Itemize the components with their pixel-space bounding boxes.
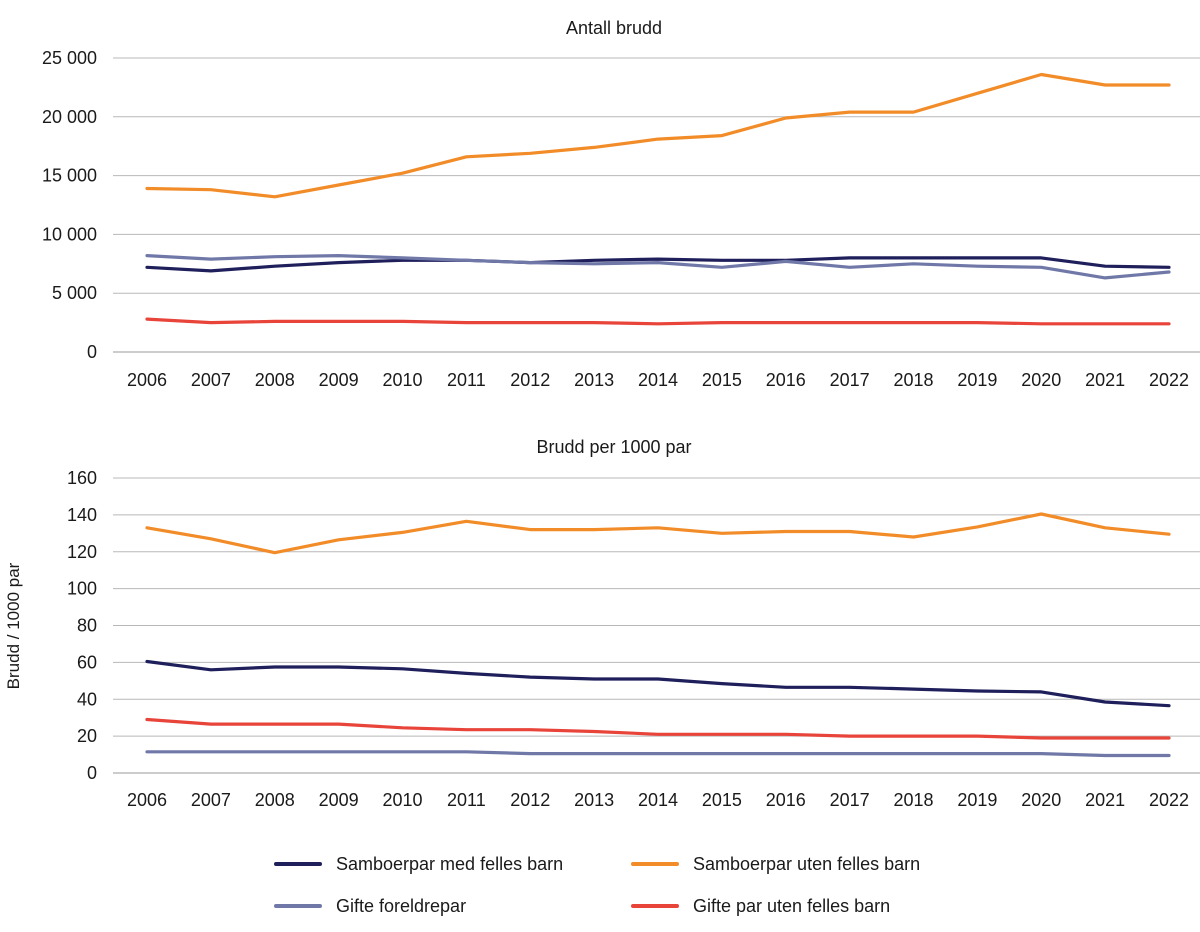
x-tick-label: 2017 <box>830 370 870 390</box>
y-tick-label: 140 <box>67 505 97 525</box>
y-axis-label: Brudd / 1000 par <box>4 562 23 689</box>
x-tick-label: 2006 <box>127 370 167 390</box>
y-tick-label: 0 <box>87 763 97 783</box>
x-tick-label: 2013 <box>574 370 614 390</box>
x-tick-label: 2017 <box>830 790 870 810</box>
x-tick-label: 2016 <box>766 370 806 390</box>
y-tick-label: 100 <box>67 579 97 599</box>
series-line-samboerpar-uten-felles-barn <box>145 512 1171 555</box>
x-tick-label: 2007 <box>191 790 231 810</box>
y-tick-label: 15 000 <box>42 166 97 186</box>
x-tick-label: 2010 <box>382 370 422 390</box>
x-tick-label: 2012 <box>510 370 550 390</box>
y-tick-label: 80 <box>77 616 97 636</box>
x-tick-label: 2018 <box>893 370 933 390</box>
x-tick-label: 2007 <box>191 370 231 390</box>
x-tick-label: 2022 <box>1149 370 1189 390</box>
y-tick-label: 160 <box>67 468 97 488</box>
y-tick-label: 20 <box>77 726 97 746</box>
x-tick-label: 2016 <box>766 790 806 810</box>
legend-label: Samboerpar med felles barn <box>336 854 563 874</box>
x-tick-label: 2021 <box>1085 790 1125 810</box>
x-tick-label: 2008 <box>255 790 295 810</box>
x-tick-label: 2018 <box>893 790 933 810</box>
x-tick-label: 2015 <box>702 370 742 390</box>
x-tick-label: 2012 <box>510 790 550 810</box>
legend-item: Samboerpar uten felles barn <box>631 854 920 874</box>
x-tick-label: 2010 <box>382 790 422 810</box>
y-tick-label: 40 <box>77 689 97 709</box>
panel-antall-brudd: Antall brudd 0 5 000 10 000 15 000 20 000 25 … <box>42 18 1200 390</box>
y-tick-label: 0 <box>87 342 97 362</box>
chart-title: Antall brudd <box>566 18 662 38</box>
x-tick-label: 2015 <box>702 790 742 810</box>
panel-brudd-per-1000-par: Brudd per 1000 par Brudd / 1000 par 0 20 4… <box>4 437 1200 810</box>
y-tick-label: 20 000 <box>42 107 97 127</box>
legend: Samboerpar med felles barn Samboerpar ute… <box>274 854 920 916</box>
series-line-samboerpar-med-felles-barn <box>145 256 1171 273</box>
series-line-gifte-par-uten-felles-barn <box>145 717 1171 740</box>
y-tick-label: 25 000 <box>42 48 97 68</box>
x-tick-label: 2011 <box>447 790 486 810</box>
x-tick-label: 2020 <box>1021 790 1061 810</box>
x-tick-label: 2009 <box>319 370 359 390</box>
x-tick-label: 2019 <box>957 370 997 390</box>
y-tick-label: 5 000 <box>52 283 97 303</box>
x-tick-label: 2014 <box>638 370 678 390</box>
legend-item: Gifte par uten felles barn <box>631 896 890 916</box>
x-tick-label: 2019 <box>957 790 997 810</box>
y-tick-label: 10 000 <box>42 224 97 244</box>
series-line-gifte-par-uten-felles-barn <box>145 317 1171 326</box>
x-tick-label: 2011 <box>447 370 486 390</box>
y-tick-label: 60 <box>77 652 97 672</box>
series-line-samboerpar-med-felles-barn <box>145 659 1171 708</box>
series-line-gifte-foreldrepar <box>145 750 1171 758</box>
legend-label: Gifte foreldrepar <box>336 896 466 916</box>
x-tick-label: 2020 <box>1021 370 1061 390</box>
x-tick-label: 2022 <box>1149 790 1189 810</box>
legend-label: Gifte par uten felles barn <box>693 896 890 916</box>
series-line-samboerpar-uten-felles-barn <box>145 72 1171 199</box>
series-line-gifte-foreldrepar <box>145 254 1171 280</box>
x-tick-label: 2008 <box>255 370 295 390</box>
x-tick-label: 2021 <box>1085 370 1125 390</box>
legend-item: Samboerpar med felles barn <box>274 854 563 874</box>
x-tick-label: 2014 <box>638 790 678 810</box>
x-tick-label: 2006 <box>127 790 167 810</box>
y-tick-label: 120 <box>67 542 97 562</box>
legend-item: Gifte foreldrepar <box>274 896 466 916</box>
x-tick-label: 2009 <box>319 790 359 810</box>
legend-label: Samboerpar uten felles barn <box>693 854 920 874</box>
chart-title: Brudd per 1000 par <box>536 437 691 457</box>
x-tick-label: 2013 <box>574 790 614 810</box>
